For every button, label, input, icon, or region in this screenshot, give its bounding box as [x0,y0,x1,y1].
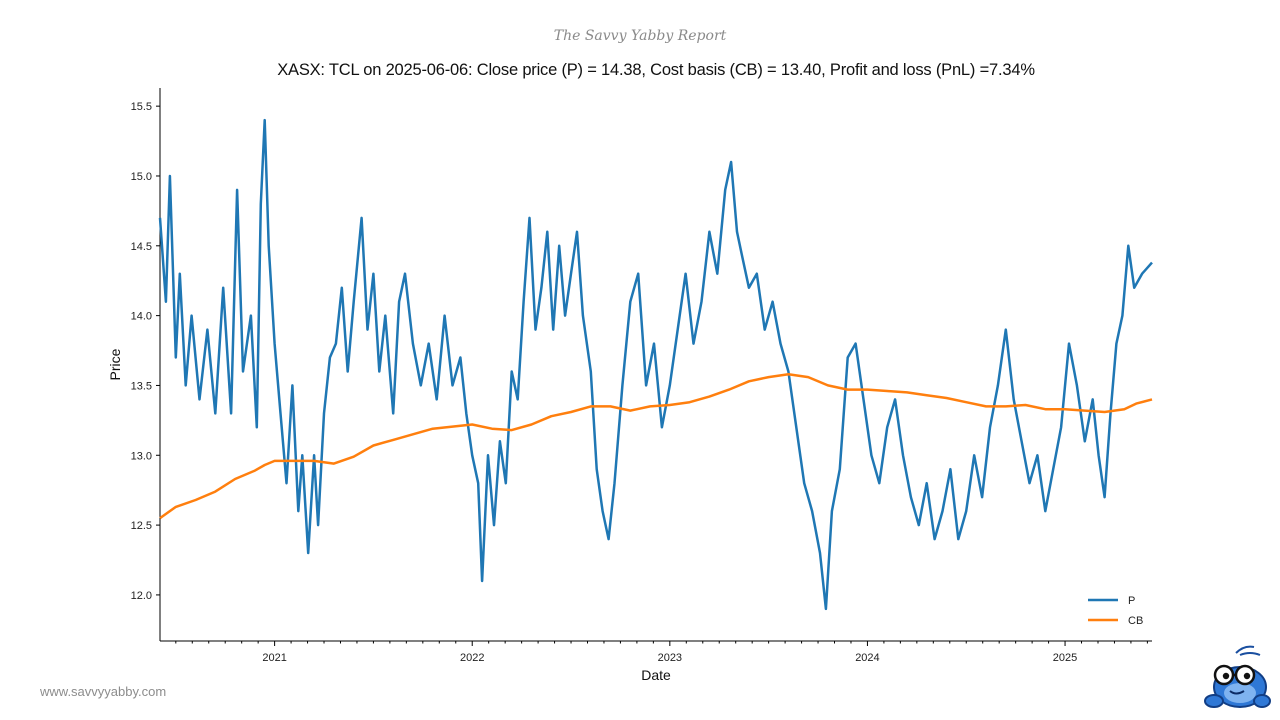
y-tick-label: 12.5 [131,520,152,532]
legend-label-p: P [1128,595,1135,607]
x-tick-label: 2024 [855,652,879,664]
x-tick-label: 2021 [262,652,286,664]
y-tick-label: 14.5 [131,241,152,253]
y-tick-label: 13.5 [131,380,152,392]
y-tick-label: 15.0 [131,171,152,183]
report-title: The Savvy Yabby Report [553,28,727,44]
chart-title: XASX: TCL on 2025-06-06: Close price (P)… [277,61,1035,79]
y-tick-label: 15.5 [131,101,152,113]
y-tick-label: 12.0 [131,590,152,602]
x-tick-label: 2023 [658,652,682,664]
series-line-cb [159,373,1153,520]
x-axis-label: Date [641,667,671,683]
y-tick-label: 14.0 [131,311,152,323]
x-tick-label: 2022 [460,652,484,664]
y-axis-label: Price [107,348,123,380]
y-tick-label: 13.0 [131,450,152,462]
legend-label-cb: CB [1128,615,1143,627]
website-link[interactable]: www.savvyyabby.com [40,684,167,699]
yabby-mascot-logo [1204,645,1271,708]
series-line-p [158,118,1153,611]
x-tick-label: 2025 [1053,652,1077,664]
